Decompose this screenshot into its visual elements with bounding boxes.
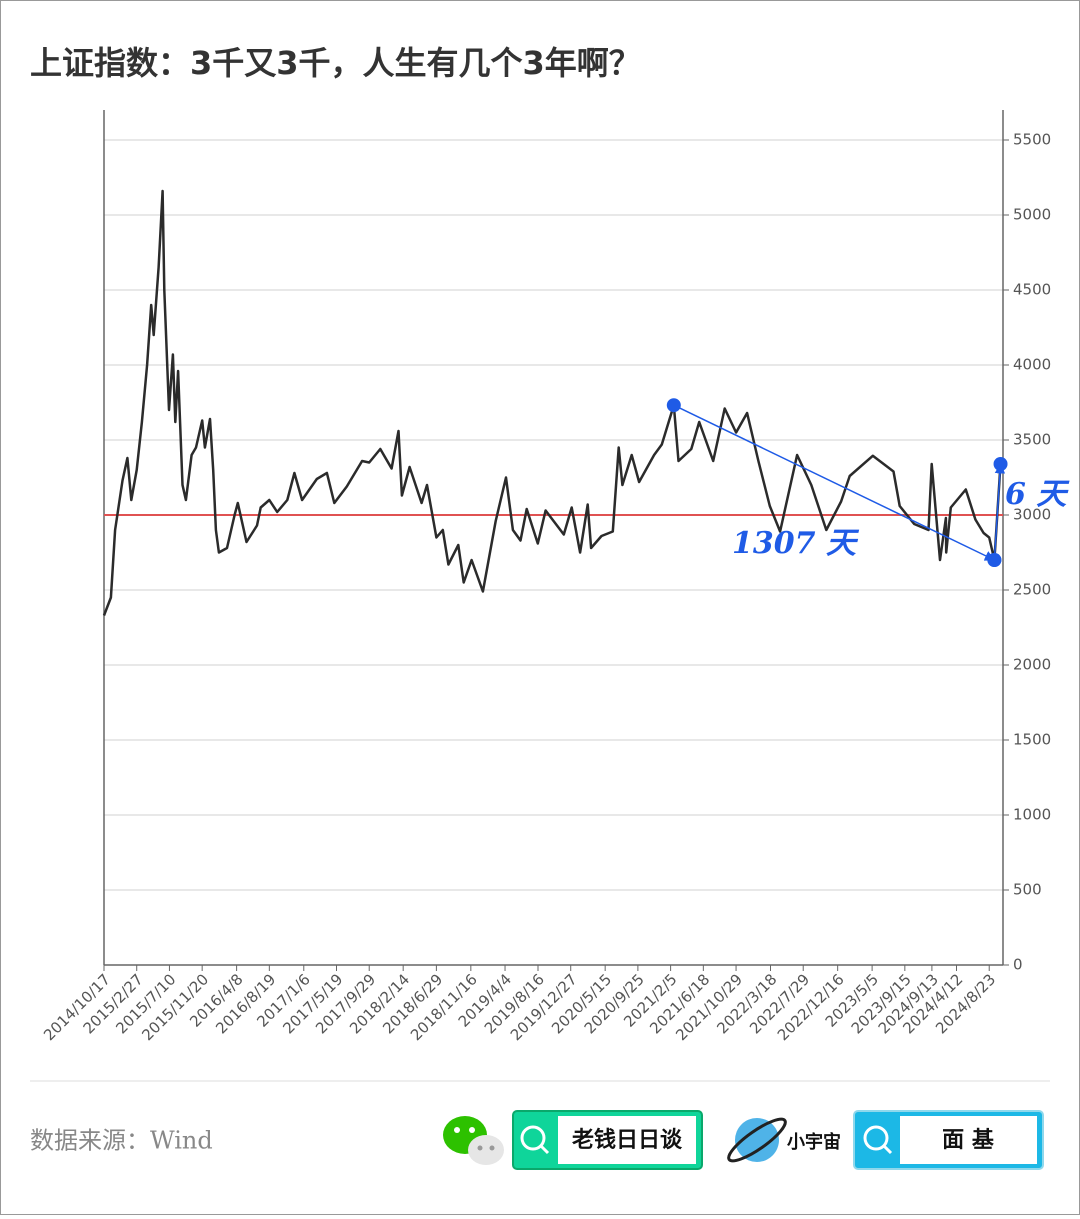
y-tick-label: 1000 (1013, 806, 1051, 824)
annotation-label: 6 天 (1005, 477, 1070, 512)
y-tick-label: 2500 (1013, 581, 1051, 599)
annotation-point (993, 457, 1008, 471)
y-tick-label: 2000 (1013, 656, 1051, 674)
button-label: 老钱日日谈 (571, 1127, 683, 1153)
y-tick-label: 5000 (1013, 206, 1051, 224)
search-button[interactable]: 面 基 (853, 1110, 1044, 1170)
annotation-point (666, 398, 681, 413)
brand: 小宇宙 (787, 1131, 841, 1153)
search-button[interactable]: 老钱日日谈 (512, 1110, 703, 1170)
y-tick-label: 1500 (1013, 731, 1051, 749)
chart-title: 上证指数：3千又3千，人生有几个3年啊？ (30, 44, 641, 82)
source: 数据来源：Wind (30, 1127, 213, 1155)
annotation-arrow (673, 404, 996, 561)
annotation-point (987, 553, 1002, 567)
y-tick-label: 3000 (1013, 506, 1051, 524)
y-tick-label: 3500 (1013, 431, 1051, 449)
button-label: 面 基 (942, 1128, 995, 1153)
planet-icon (727, 1117, 787, 1163)
annotation-arrow (993, 462, 1006, 561)
series-line (102, 189, 1002, 616)
y-tick-label: 4500 (1013, 281, 1051, 299)
annotation-label: 1307 天 (732, 526, 860, 561)
y-tick-label: 0 (1013, 956, 1023, 974)
y-tick-label: 4000 (1013, 356, 1051, 374)
y-tick-label: 5500 (1013, 131, 1051, 149)
y-tick-label: 500 (1013, 881, 1042, 899)
wechat-icon (443, 1116, 504, 1165)
